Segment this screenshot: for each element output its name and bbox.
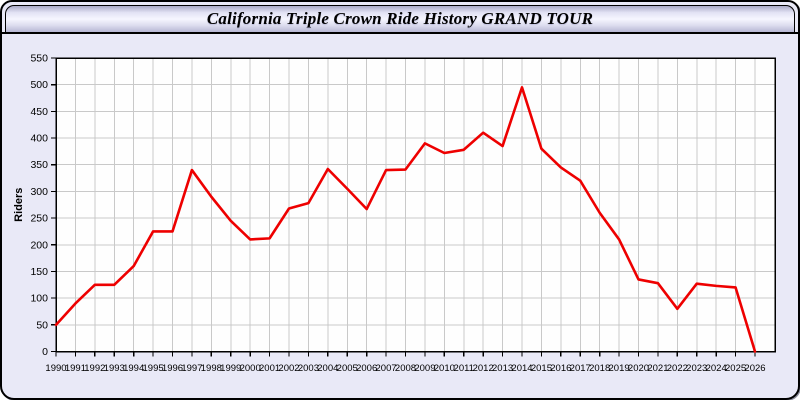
chart-area: 0 50 100 150 200 250 300 350 400 450 500 550 1990 199… xyxy=(2,34,798,398)
plot-border xyxy=(55,57,776,353)
svg-text:2022: 2022 xyxy=(667,363,688,374)
svg-text:1997: 1997 xyxy=(181,363,202,374)
svg-text:2020: 2020 xyxy=(628,363,649,374)
svg-text:300: 300 xyxy=(30,186,48,198)
svg-text:1994: 1994 xyxy=(123,363,144,374)
y-axis-title: Riders xyxy=(13,188,25,222)
svg-text:450: 450 xyxy=(30,106,48,118)
svg-text:250: 250 xyxy=(30,213,48,225)
chart-title: California Triple Crown Ride History GRA… xyxy=(206,9,594,28)
svg-text:200: 200 xyxy=(30,239,48,251)
title-bar: California Triple Crown Ride History GRA… xyxy=(5,5,795,32)
svg-text:2017: 2017 xyxy=(570,363,591,374)
svg-text:2002: 2002 xyxy=(278,363,299,374)
ride-history-line-chart: 0501001502002503003504004505005501990199… xyxy=(13,53,776,374)
y-axis-labels: 0 50 100 150 200 250 300 350 400 450 500 550 xyxy=(30,53,48,359)
svg-text:150: 150 xyxy=(30,266,48,278)
svg-text:1993: 1993 xyxy=(104,363,125,374)
svg-text:2004: 2004 xyxy=(317,363,338,374)
svg-text:100: 100 xyxy=(30,293,48,305)
svg-text:2007: 2007 xyxy=(376,363,397,374)
svg-text:2025: 2025 xyxy=(725,363,746,374)
svg-text:2006: 2006 xyxy=(356,363,377,374)
svg-text:2016: 2016 xyxy=(550,363,571,374)
svg-text:2026: 2026 xyxy=(744,363,765,374)
titlebar-separator xyxy=(2,32,798,34)
svg-text:1996: 1996 xyxy=(162,363,183,374)
svg-text:2015: 2015 xyxy=(531,363,552,374)
svg-text:2011: 2011 xyxy=(454,363,474,374)
svg-text:2021: 2021 xyxy=(647,363,668,374)
svg-text:350: 350 xyxy=(30,159,48,171)
svg-text:2012: 2012 xyxy=(473,363,494,374)
svg-text:2024: 2024 xyxy=(706,363,727,374)
svg-text:2003: 2003 xyxy=(298,363,319,374)
svg-text:2014: 2014 xyxy=(511,363,532,374)
svg-text:1991: 1991 xyxy=(65,363,86,374)
svg-text:1990: 1990 xyxy=(45,363,66,374)
svg-text:2013: 2013 xyxy=(492,363,513,374)
svg-text:1992: 1992 xyxy=(84,363,105,374)
svg-text:2019: 2019 xyxy=(609,363,630,374)
svg-text:2010: 2010 xyxy=(434,363,455,374)
svg-text:500: 500 xyxy=(30,79,48,91)
svg-text:2001: 2001 xyxy=(259,363,280,374)
svg-text:550: 550 xyxy=(30,53,48,65)
svg-text:1999: 1999 xyxy=(220,363,241,374)
svg-text:2009: 2009 xyxy=(414,363,435,374)
svg-text:400: 400 xyxy=(30,133,48,145)
svg-text:2008: 2008 xyxy=(395,363,416,374)
data-line-riders xyxy=(54,86,757,353)
svg-text:2005: 2005 xyxy=(337,363,358,374)
svg-text:2000: 2000 xyxy=(240,363,261,374)
x-axis-labels: 1990199119921993199419951996199719981999… xyxy=(45,363,765,374)
svg-text:2023: 2023 xyxy=(686,363,707,374)
plot-background xyxy=(56,58,775,352)
svg-text:0: 0 xyxy=(42,346,48,358)
svg-text:50: 50 xyxy=(36,319,48,331)
svg-text:1998: 1998 xyxy=(201,363,222,374)
svg-text:1995: 1995 xyxy=(143,363,164,374)
svg-text:2018: 2018 xyxy=(589,363,610,374)
